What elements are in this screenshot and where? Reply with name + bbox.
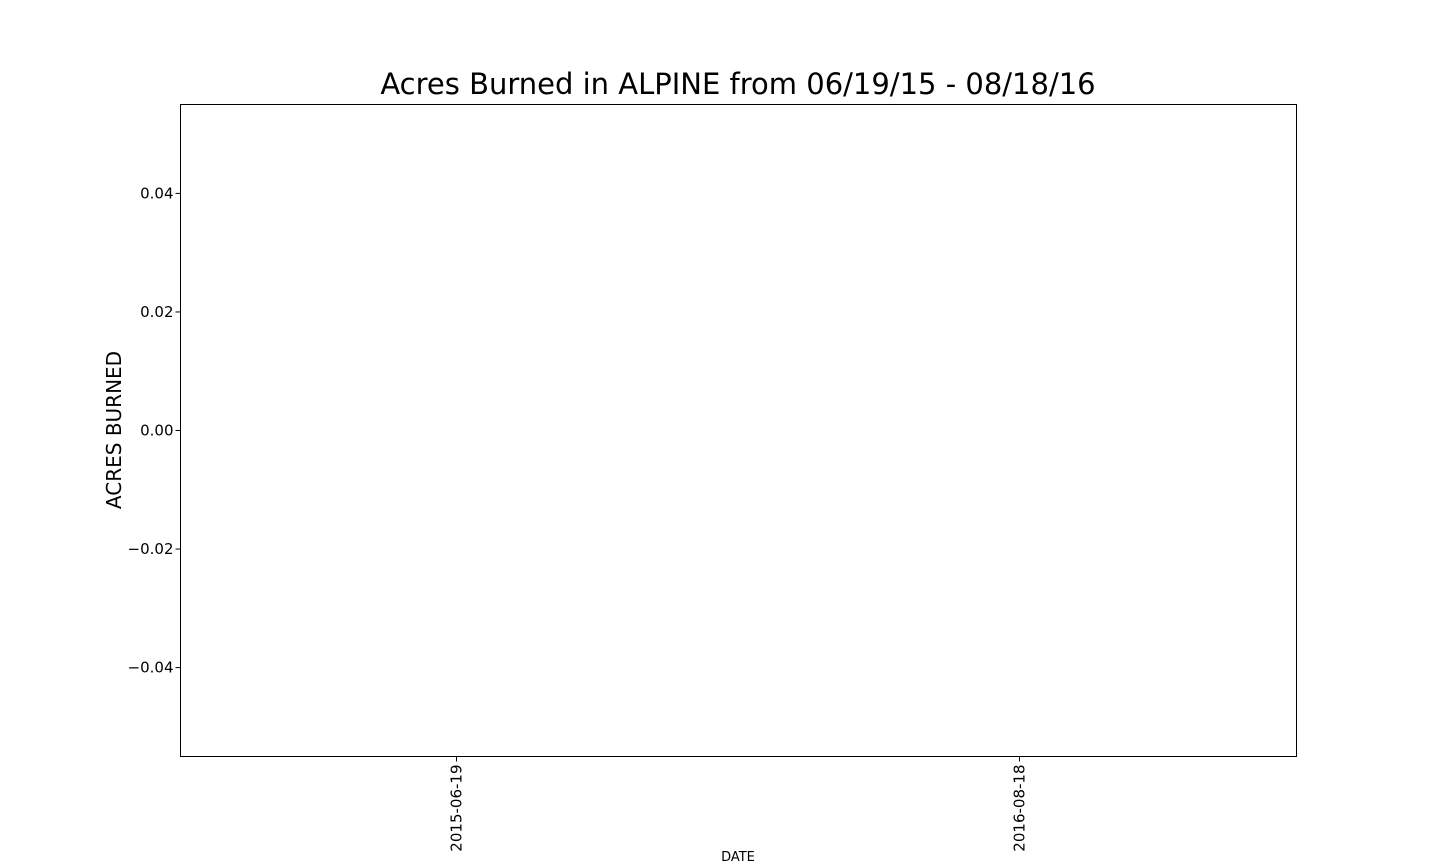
x-axis-ticks: 2015-06-19 2016-08-18: [448, 756, 1029, 852]
chart-title: Acres Burned in ALPINE from 06/19/15 - 0…: [380, 67, 1095, 101]
y-axis-label: ACRES BURNED: [102, 351, 126, 509]
y-tick-label: 0.02: [140, 303, 173, 321]
x-tick-label: 2015-06-19: [448, 765, 466, 852]
x-axis-label: DATE: [721, 850, 755, 864]
y-tick-label: −0.04: [128, 659, 174, 677]
y-axis-ticks: 0.04 0.02 0.00 −0.02 −0.04: [128, 184, 181, 677]
y-tick-label: −0.02: [128, 540, 174, 558]
x-tick-label: 2016-08-18: [1011, 765, 1029, 852]
y-tick-label: 0.04: [140, 184, 173, 202]
plot-area-frame: [180, 104, 1297, 757]
y-tick-label: 0.00: [140, 422, 173, 440]
